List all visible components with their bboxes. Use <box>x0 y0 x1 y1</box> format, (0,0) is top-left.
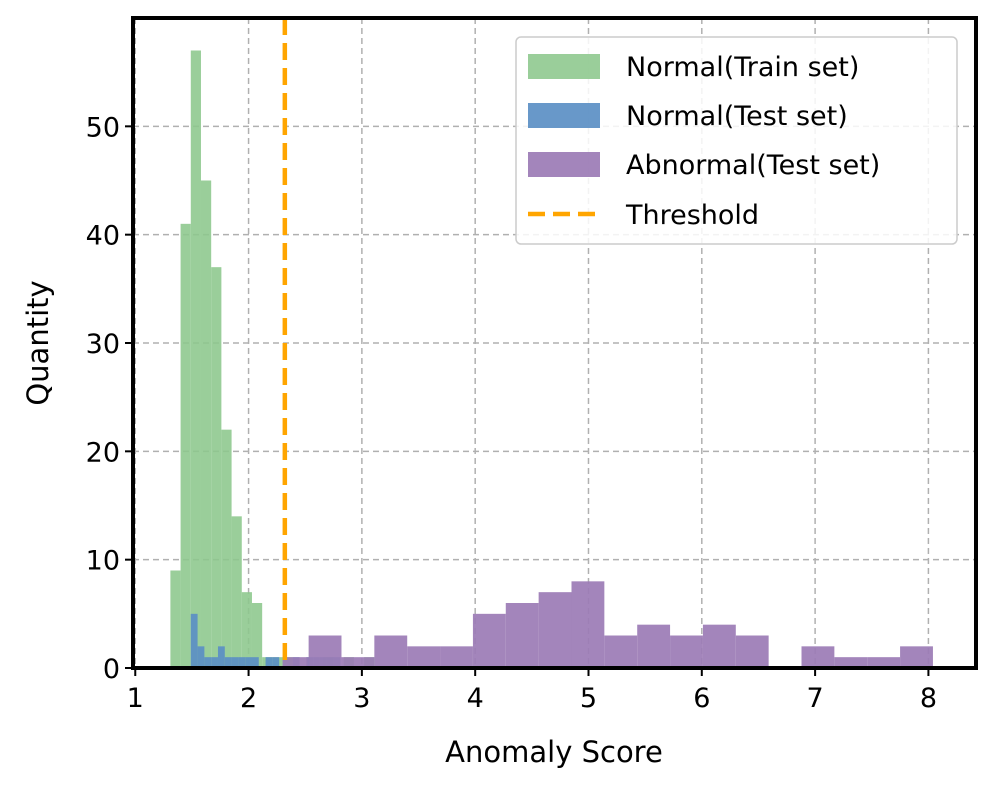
histogram-bar <box>200 180 212 668</box>
histogram-bar <box>702 624 736 668</box>
legend-label: Threshold <box>625 200 759 231</box>
histogram-bar <box>204 657 212 668</box>
axis-ticks: 1 2 3 4 5 6 7 8 0 10 20 30 40 50 <box>86 112 937 714</box>
y-tick-label: 50 <box>86 112 120 143</box>
histogram-bar <box>407 646 441 668</box>
histogram-bar <box>867 657 901 668</box>
legend-label: Abnormal(Test set) <box>626 150 880 181</box>
x-tick-label: 1 <box>127 683 144 714</box>
histogram-bar <box>472 613 506 668</box>
x-tick-label: 3 <box>353 683 370 714</box>
histogram-bar <box>231 657 239 668</box>
histogram-bar <box>241 592 252 668</box>
histogram-bar <box>221 429 232 668</box>
legend-swatch <box>528 152 600 177</box>
y-tick-label: 20 <box>86 437 120 468</box>
histogram-bars <box>170 50 933 669</box>
legend: Normal(Train set) Normal(Test set) Abnorma… <box>515 36 958 245</box>
x-tick-label: 4 <box>467 683 484 714</box>
histogram-bar <box>251 657 259 668</box>
histogram-bar <box>197 646 205 668</box>
legend-swatch <box>528 103 600 128</box>
histogram-bar <box>538 592 572 668</box>
histogram-bar <box>308 635 342 668</box>
histogram-bar <box>834 657 868 668</box>
histogram-bar <box>637 624 671 668</box>
histogram-bar <box>251 603 263 668</box>
legend-swatch <box>528 54 600 79</box>
histogram-bar <box>900 646 933 668</box>
x-tick-label: 5 <box>580 683 597 714</box>
legend-label: Normal(Train set) <box>626 52 859 83</box>
legend-label: Normal(Test set) <box>626 101 848 132</box>
histogram-bar <box>211 267 222 668</box>
histogram-bar <box>505 603 539 668</box>
histogram-bar <box>341 657 375 668</box>
histogram-bar <box>571 581 605 668</box>
histogram-bar <box>801 646 835 668</box>
histogram-bar <box>190 50 201 668</box>
y-axis-label: Quantity <box>21 280 55 405</box>
histogram-bar <box>735 635 769 668</box>
histogram-bar <box>217 646 225 668</box>
legend-box <box>515 36 958 245</box>
y-tick-label: 30 <box>86 329 120 360</box>
histogram-bar <box>238 657 246 668</box>
histogram-bar <box>604 635 638 668</box>
histogram-bar <box>180 223 191 669</box>
histogram-bar <box>374 635 408 668</box>
histogram-bar <box>211 657 218 668</box>
histogram-bar <box>231 516 242 668</box>
histogram-bar <box>282 657 309 668</box>
histogram-bar <box>170 570 181 668</box>
y-tick-label: 40 <box>86 221 120 252</box>
histogram-bar <box>245 657 252 668</box>
histogram-bar <box>272 657 280 668</box>
histogram-bar <box>224 657 232 668</box>
x-tick-label: 6 <box>693 683 710 714</box>
x-axis-label: Anomaly Score <box>445 735 663 769</box>
histogram-bar <box>190 613 198 668</box>
x-tick-label: 7 <box>807 683 824 714</box>
y-tick-label: 0 <box>103 654 120 685</box>
histogram-bar <box>440 646 473 668</box>
x-tick-label: 2 <box>240 683 257 714</box>
histogram-bar <box>265 657 273 668</box>
x-tick-label: 8 <box>920 683 937 714</box>
histogram-bar <box>670 635 703 668</box>
y-tick-label: 10 <box>86 546 120 577</box>
